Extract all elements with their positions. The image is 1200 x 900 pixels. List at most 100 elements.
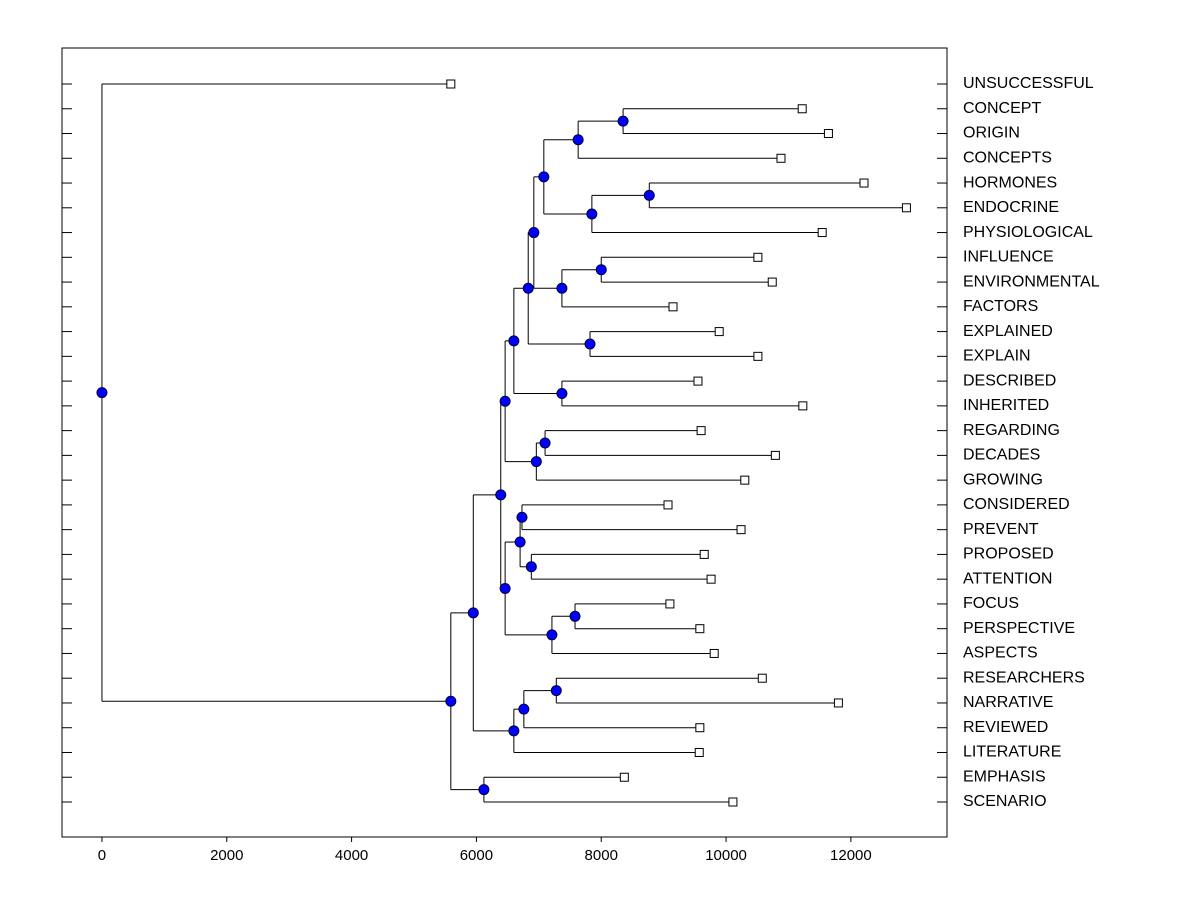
- leaf-label: NARRATIVE: [963, 694, 1053, 711]
- leaf-marker: [798, 401, 808, 411]
- leaf-label: PREVENT: [963, 521, 1039, 538]
- node-marker: [556, 387, 568, 399]
- x-tick-label: 2000: [210, 847, 243, 864]
- leaf-label: FOCUS: [963, 595, 1019, 612]
- leaf-label: LITERATURE: [963, 744, 1061, 761]
- leaf-label: DECADES: [963, 447, 1040, 464]
- plot-frame: [61, 47, 948, 838]
- branches: [101, 83, 907, 803]
- leaf-marker: [757, 673, 767, 683]
- leaf-label: EXPLAIN: [963, 348, 1031, 365]
- x-tick-label: 4000: [335, 847, 368, 864]
- leaf-label: PROPOSED: [963, 546, 1054, 563]
- x-tick-label: 6000: [460, 847, 493, 864]
- leaf-marker: [709, 648, 719, 658]
- leaf-label: ORIGIN: [963, 125, 1020, 142]
- node-marker: [518, 703, 530, 715]
- leaf-label: ASPECTS: [963, 645, 1038, 662]
- leaf-marker: [714, 327, 724, 337]
- node-marker: [499, 582, 511, 594]
- leaf-label: FACTORS: [963, 298, 1038, 315]
- leaf-marker: [446, 79, 456, 89]
- node-marker: [595, 264, 607, 276]
- node-marker: [467, 607, 479, 619]
- node-marker: [508, 725, 520, 737]
- node-marker: [478, 784, 490, 796]
- leaf-label: REVIEWED: [963, 719, 1048, 736]
- leaf-label: PERSPECTIVE: [963, 620, 1075, 637]
- leaf-marker: [665, 599, 675, 609]
- node-marker: [584, 338, 596, 350]
- leaf-marker: [699, 549, 709, 559]
- leaf-label: GROWING: [963, 471, 1043, 488]
- node-marker: [550, 685, 562, 697]
- node-marker: [525, 561, 537, 573]
- leaf-label: HORMONES: [963, 174, 1057, 191]
- leaf-marker: [753, 252, 763, 262]
- leaf-label: CONCEPT: [963, 100, 1041, 117]
- node-marker: [530, 456, 542, 468]
- leaf-marker: [736, 525, 746, 535]
- leaf-label: ATTENTION: [963, 570, 1052, 587]
- leaf-marker: [817, 228, 827, 238]
- leaf-marker: [695, 624, 705, 634]
- x-tick-label: 8000: [585, 847, 618, 864]
- node-marker: [569, 610, 581, 622]
- node-marker: [586, 208, 598, 220]
- leaf-marker: [740, 475, 750, 485]
- leaf-marker: [693, 376, 703, 386]
- leaf-marker: [767, 277, 777, 287]
- leaf-marker: [833, 698, 843, 708]
- leaf-marker: [753, 351, 763, 361]
- leaf-marker: [706, 574, 716, 584]
- leaf-label: CONCEPTS: [963, 149, 1052, 166]
- leaf-marker: [695, 723, 705, 733]
- leaf-marker: [770, 450, 780, 460]
- node-marker: [528, 227, 540, 239]
- leaf-label: CONSIDERED: [963, 496, 1070, 513]
- node-marker: [572, 134, 584, 146]
- leaf-marker: [619, 772, 629, 782]
- x-tick-label: 12000: [830, 847, 872, 864]
- node-marker: [514, 536, 526, 548]
- node-marker: [546, 629, 558, 641]
- node-marker: [522, 282, 534, 294]
- node-marker: [538, 171, 550, 183]
- leaf-label: INHERITED: [963, 397, 1049, 414]
- node-marker: [495, 489, 507, 501]
- node-marker: [499, 395, 511, 407]
- marks: [96, 79, 911, 807]
- leaf-marker: [694, 747, 704, 757]
- leaf-marker: [797, 104, 807, 114]
- leaf-marker: [696, 426, 706, 436]
- leaf-marker: [663, 500, 673, 510]
- leaf-label: ENVIRONMENTAL: [963, 273, 1100, 290]
- node-marker: [96, 387, 108, 399]
- node-marker: [556, 282, 568, 294]
- leaf-label: SCENARIO: [963, 793, 1047, 810]
- leaf-marker: [668, 302, 678, 312]
- leaf-label: EMPHASIS: [963, 768, 1046, 785]
- leaf-marker: [823, 129, 833, 139]
- leaf-label: ENDOCRINE: [963, 199, 1059, 216]
- x-tick-label: 0: [98, 847, 106, 864]
- leaf-marker: [901, 203, 911, 213]
- node-marker: [445, 695, 457, 707]
- node-marker: [516, 511, 528, 523]
- leaf-label: PHYSIOLOGICAL: [963, 224, 1093, 241]
- leaf-label: INFLUENCE: [963, 249, 1054, 266]
- leaf-marker: [859, 178, 869, 188]
- leaf-label: EXPLAINED: [963, 323, 1053, 340]
- leaf-marker: [728, 797, 738, 807]
- node-marker: [643, 189, 655, 201]
- node-marker: [508, 335, 520, 347]
- node-marker: [539, 437, 551, 449]
- leaf-label: REGARDING: [963, 422, 1060, 439]
- leaf-label: RESEARCHERS: [963, 669, 1085, 686]
- node-marker: [617, 115, 629, 127]
- x-tick-label: 10000: [705, 847, 747, 864]
- leaf-label: UNSUCCESSFUL: [963, 75, 1094, 92]
- leaf-marker: [776, 153, 786, 163]
- leaf-label: DESCRIBED: [963, 372, 1056, 389]
